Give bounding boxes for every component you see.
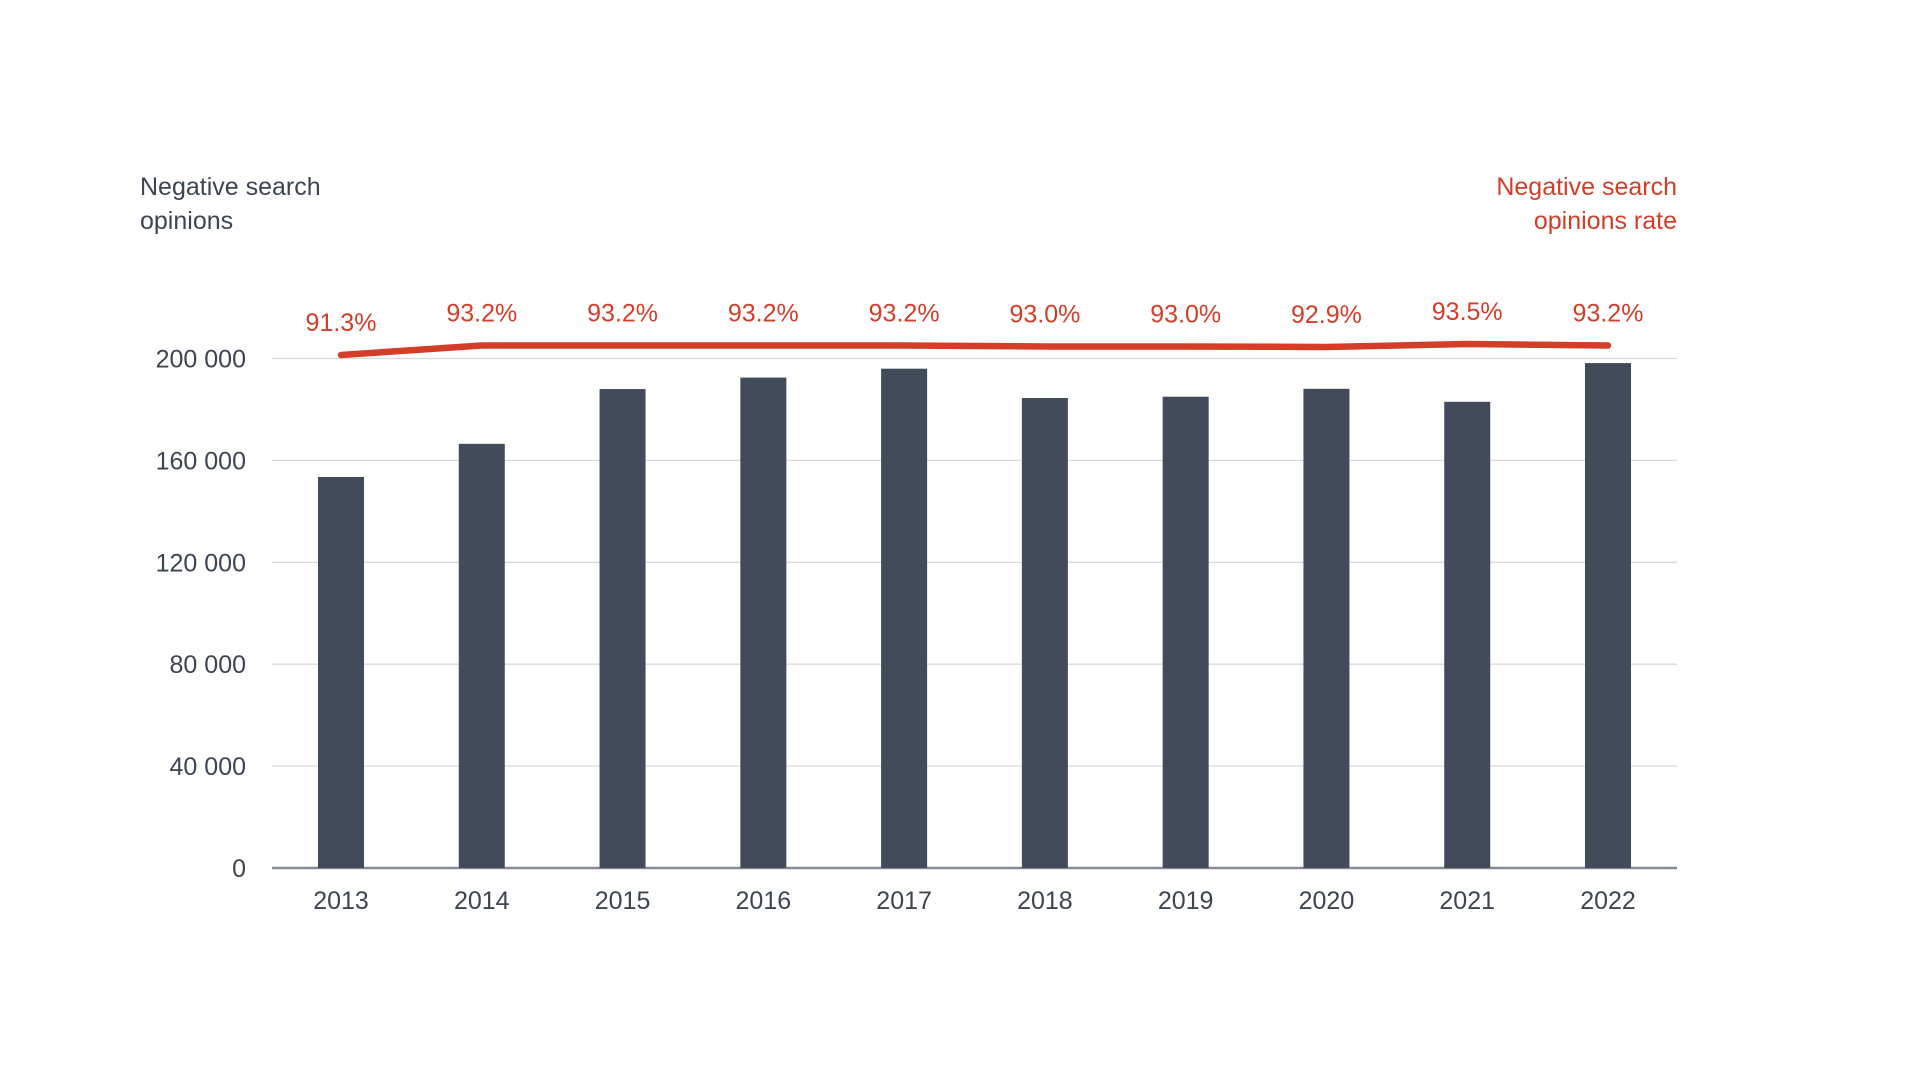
bar-2020 — [1303, 388, 1350, 868]
secondary-axis-title: Negative search opinions rate — [1496, 170, 1677, 238]
rate-line — [337, 340, 1612, 359]
bar-2021 — [1444, 401, 1491, 868]
bar-2017 — [881, 368, 928, 868]
rate-label-2022: 93.2% — [1573, 300, 1644, 328]
rate-label-2020: 92.9% — [1291, 301, 1362, 329]
primary-axis-title: Negative search opinions — [140, 170, 321, 238]
y-tick-label: 120 000 — [156, 549, 246, 577]
x-tick-label-2013: 2013 — [313, 887, 369, 915]
rate-label-2017: 93.2% — [869, 300, 940, 328]
x-tick-label-2017: 2017 — [876, 887, 932, 915]
secondary-axis-title-line2: opinions rate — [1533, 207, 1677, 235]
rate-label-2021: 93.5% — [1432, 298, 1503, 326]
x-tick-label-2014: 2014 — [454, 887, 510, 915]
rate-label-2015: 93.2% — [587, 300, 658, 328]
x-tick-label-2016: 2016 — [736, 887, 792, 915]
bar-2022 — [1585, 363, 1631, 868]
bar-2016 — [740, 377, 787, 868]
rate-label-2018: 93.0% — [1009, 301, 1080, 329]
x-tick-label-2015: 2015 — [595, 887, 651, 915]
y-tick-label: 0 — [232, 855, 246, 883]
primary-axis-title-line2: opinions — [140, 207, 234, 235]
bar-2013 — [318, 476, 364, 868]
x-tick-label-2018: 2018 — [1017, 887, 1073, 915]
y-tick-label: 40 000 — [170, 753, 246, 781]
rate-label-2013: 91.3% — [306, 309, 377, 337]
x-tick-label-2019: 2019 — [1158, 887, 1214, 915]
bar-2014 — [458, 443, 505, 868]
x-tick-label-2022: 2022 — [1580, 887, 1636, 915]
bar-2018 — [1021, 397, 1068, 868]
primary-axis-title-line1: Negative search — [140, 173, 321, 201]
y-tick-label: 160 000 — [156, 447, 246, 475]
y-tick-label: 80 000 — [170, 651, 246, 679]
rate-label-2014: 93.2% — [446, 300, 517, 328]
bar-2019 — [1162, 396, 1209, 868]
x-tick-label-2020: 2020 — [1299, 887, 1355, 915]
x-tick-label-2021: 2021 — [1439, 887, 1495, 915]
rate-label-2016: 93.2% — [728, 300, 799, 328]
rate-label-2019: 93.0% — [1150, 301, 1221, 329]
y-tick-label: 200 000 — [156, 346, 246, 374]
bar-2015 — [599, 389, 646, 868]
secondary-axis-title-line1: Negative search — [1496, 173, 1677, 201]
